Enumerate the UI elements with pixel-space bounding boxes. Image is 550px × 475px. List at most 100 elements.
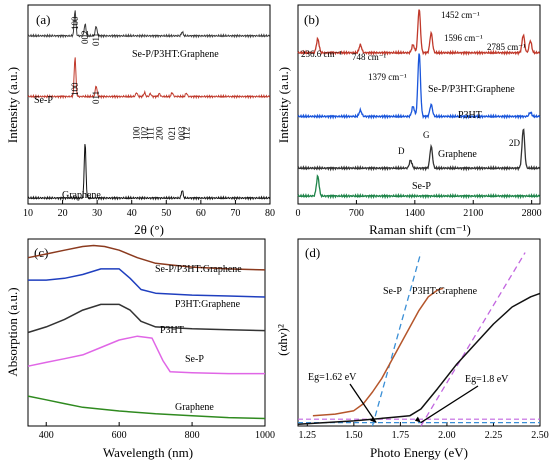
panel-c-xtick-label-3: 1000 bbox=[255, 430, 275, 441]
panel-d-arrowhead-0 bbox=[370, 416, 377, 423]
panel-c-series-0 bbox=[27, 244, 266, 271]
panel-a-xtick-label-0: 10 bbox=[23, 208, 33, 219]
panel-d-arrow-0 bbox=[349, 383, 377, 423]
panel-a-tag: (a) bbox=[36, 12, 50, 27]
panel-b-series-2 bbox=[297, 128, 541, 172]
panel-c-label-3: Se-P bbox=[185, 354, 204, 365]
panel-b-tag: (b) bbox=[304, 12, 319, 27]
panel-b-xtick-label-3: 2100 bbox=[463, 208, 483, 219]
panel-b-xticks: 0 700 1400 2100 2800 bbox=[296, 200, 542, 219]
panel-a-ann-5: 100 bbox=[132, 126, 142, 140]
panel-b-label-1: P3HT bbox=[458, 110, 482, 121]
panel-c-series-2 bbox=[27, 303, 266, 334]
panel-a-series-0 bbox=[27, 10, 271, 39]
panel-d-xtick-label-0: 1.25 bbox=[299, 430, 317, 441]
panel-c-tag: (c) bbox=[34, 245, 48, 260]
panel-b-ann-7: G bbox=[423, 130, 430, 140]
panel-a-xlabel: 2θ (°) bbox=[134, 222, 164, 237]
panel-d-arrowhead-1 bbox=[414, 416, 421, 423]
panel-b-xtick-label-0: 0 bbox=[296, 208, 301, 219]
panel-d-series bbox=[297, 252, 541, 427]
panel-b-label-3: Se-P bbox=[412, 181, 431, 192]
panel-a-xtick-label-4: 50 bbox=[161, 208, 171, 219]
panel-d-label-0: Se-P bbox=[383, 286, 402, 297]
panel-d: (d) 1.25 1.50 1.75 2.00 2.25 2.50 Photo Energ… bbox=[275, 238, 549, 460]
panel-b-series-3 bbox=[297, 174, 541, 200]
panel-b-series-1 bbox=[297, 53, 541, 120]
panel-a-ann-3: 100 bbox=[70, 82, 80, 96]
panel-c-label-2: P3HT bbox=[160, 325, 184, 336]
panel-a-xtick-label-7: 80 bbox=[265, 208, 275, 219]
panel-b-ann-0: 236.6 cm⁻¹ bbox=[301, 49, 342, 59]
panel-a-series-2 bbox=[27, 144, 271, 201]
panel-c-xlabel: Wavelength (nm) bbox=[103, 445, 193, 460]
panel-c-xtick-label-1: 600 bbox=[112, 430, 127, 441]
panel-b-xlabel: Raman shift (cm⁻¹) bbox=[369, 222, 471, 237]
panel-a-xtick-label-6: 70 bbox=[230, 208, 240, 219]
panel-d-xtick-label-3: 2.00 bbox=[438, 430, 456, 441]
panel-d-fit-line-0 bbox=[371, 252, 422, 427]
panel-c-label-0: Se-P/P3HT:Graphene bbox=[155, 264, 242, 275]
panel-c-label-1: P3HT:Graphene bbox=[175, 299, 241, 310]
panel-d-ann-0: Eg=1.62 eV bbox=[308, 372, 357, 383]
panel-c-xticks: 400 600 800 1000 bbox=[39, 422, 275, 441]
panel-a-label-0: Se-P/P3HT:Graphene bbox=[132, 49, 219, 60]
panel-d-ann-1: Eg=1.8 eV bbox=[465, 374, 509, 385]
panel-a-label-1: Se-P bbox=[34, 95, 53, 106]
panel-d-xtick-label-2: 1.75 bbox=[392, 430, 410, 441]
panel-a-ann-2: 011 bbox=[91, 33, 101, 46]
panel-a-xtick-label-2: 30 bbox=[92, 208, 102, 219]
panel-a-ann-0: 100 bbox=[70, 16, 80, 30]
panel-d-arrow-1 bbox=[420, 385, 479, 424]
panel-b-series-0 bbox=[297, 9, 541, 56]
panel-a-ann-9: 021 bbox=[167, 127, 177, 141]
panel-d-label-1: P3HT:Graphene bbox=[412, 286, 478, 297]
panel-a-ann-7: 111 bbox=[145, 127, 155, 140]
panel-a-ann-4: 011 bbox=[91, 91, 101, 104]
panel-c-xtick-label-2: 800 bbox=[185, 430, 200, 441]
panel-d-tag: (d) bbox=[305, 245, 320, 260]
panel-d-xlabel: Photo Energy (eV) bbox=[370, 445, 468, 460]
panel-b-xtick-label-4: 2800 bbox=[522, 208, 542, 219]
panel-c: (c) 400 600 800 1000 Wavelength (nm) Absorp… bbox=[5, 238, 275, 460]
panel-c-series bbox=[27, 244, 266, 420]
panel-b-ylabel: Intensity (a.u.) bbox=[276, 67, 291, 143]
panel-c-ylabel: Absorption (a.u.) bbox=[5, 287, 20, 376]
panel-a-ann-10: 003 bbox=[177, 126, 187, 140]
panel-b-ann-3: 1452 cm⁻¹ bbox=[441, 10, 480, 20]
panel-d-fit-line-1 bbox=[420, 252, 526, 427]
panel-a-series-1 bbox=[27, 57, 271, 100]
panel-b-label-2: Graphene bbox=[438, 149, 477, 160]
panel-c-series-3 bbox=[27, 335, 265, 375]
panel-c-label-4: Graphene bbox=[175, 402, 214, 413]
panel-a-ann-1: 002 bbox=[80, 31, 90, 45]
panel-d-xtick-label-5: 2.50 bbox=[531, 430, 549, 441]
panel-d-frame bbox=[297, 238, 541, 427]
panel-a-frame bbox=[27, 4, 271, 205]
panel-b-ann-6: D bbox=[398, 146, 405, 156]
panel-c-xtick-label-0: 400 bbox=[39, 430, 54, 441]
panel-b: (b) 0 700 1400 2100 2800 Raman shift (cm⁻¹) … bbox=[276, 4, 542, 237]
panel-a-ann-11: 112 bbox=[181, 127, 191, 140]
panel-d-xticks: 1.25 1.50 1.75 2.00 2.25 2.50 bbox=[299, 422, 549, 441]
panel-b-frame bbox=[297, 4, 541, 205]
panel-b-ann-8: 2D bbox=[509, 138, 521, 148]
panel-a-xtick-label-5: 60 bbox=[196, 208, 206, 219]
panel-b-series bbox=[297, 9, 541, 200]
panel-d-xtick-label-1: 1.50 bbox=[345, 430, 363, 441]
panel-d-series-0 bbox=[312, 287, 444, 417]
panel-a-xticks: 10 20 30 40 50 60 70 80 bbox=[23, 200, 275, 219]
panel-a-ann-6: 102 bbox=[140, 127, 150, 141]
panel-b-xtick-label-2: 1400 bbox=[405, 208, 425, 219]
panel-c-series-4 bbox=[27, 395, 266, 420]
panel-c-series-1 bbox=[28, 268, 266, 298]
panel-b-label-0: Se-P/P3HT:Graphene bbox=[428, 84, 515, 95]
panel-a-xtick-label-3: 40 bbox=[127, 208, 137, 219]
panel-b-ann-5: 2785 cm⁻¹ bbox=[487, 42, 526, 52]
panel-b-ann-1: 748 cm⁻¹ bbox=[352, 52, 386, 62]
panel-b-ann-4: 1596 cm⁻¹ bbox=[444, 33, 483, 43]
panel-a-series bbox=[27, 10, 271, 201]
